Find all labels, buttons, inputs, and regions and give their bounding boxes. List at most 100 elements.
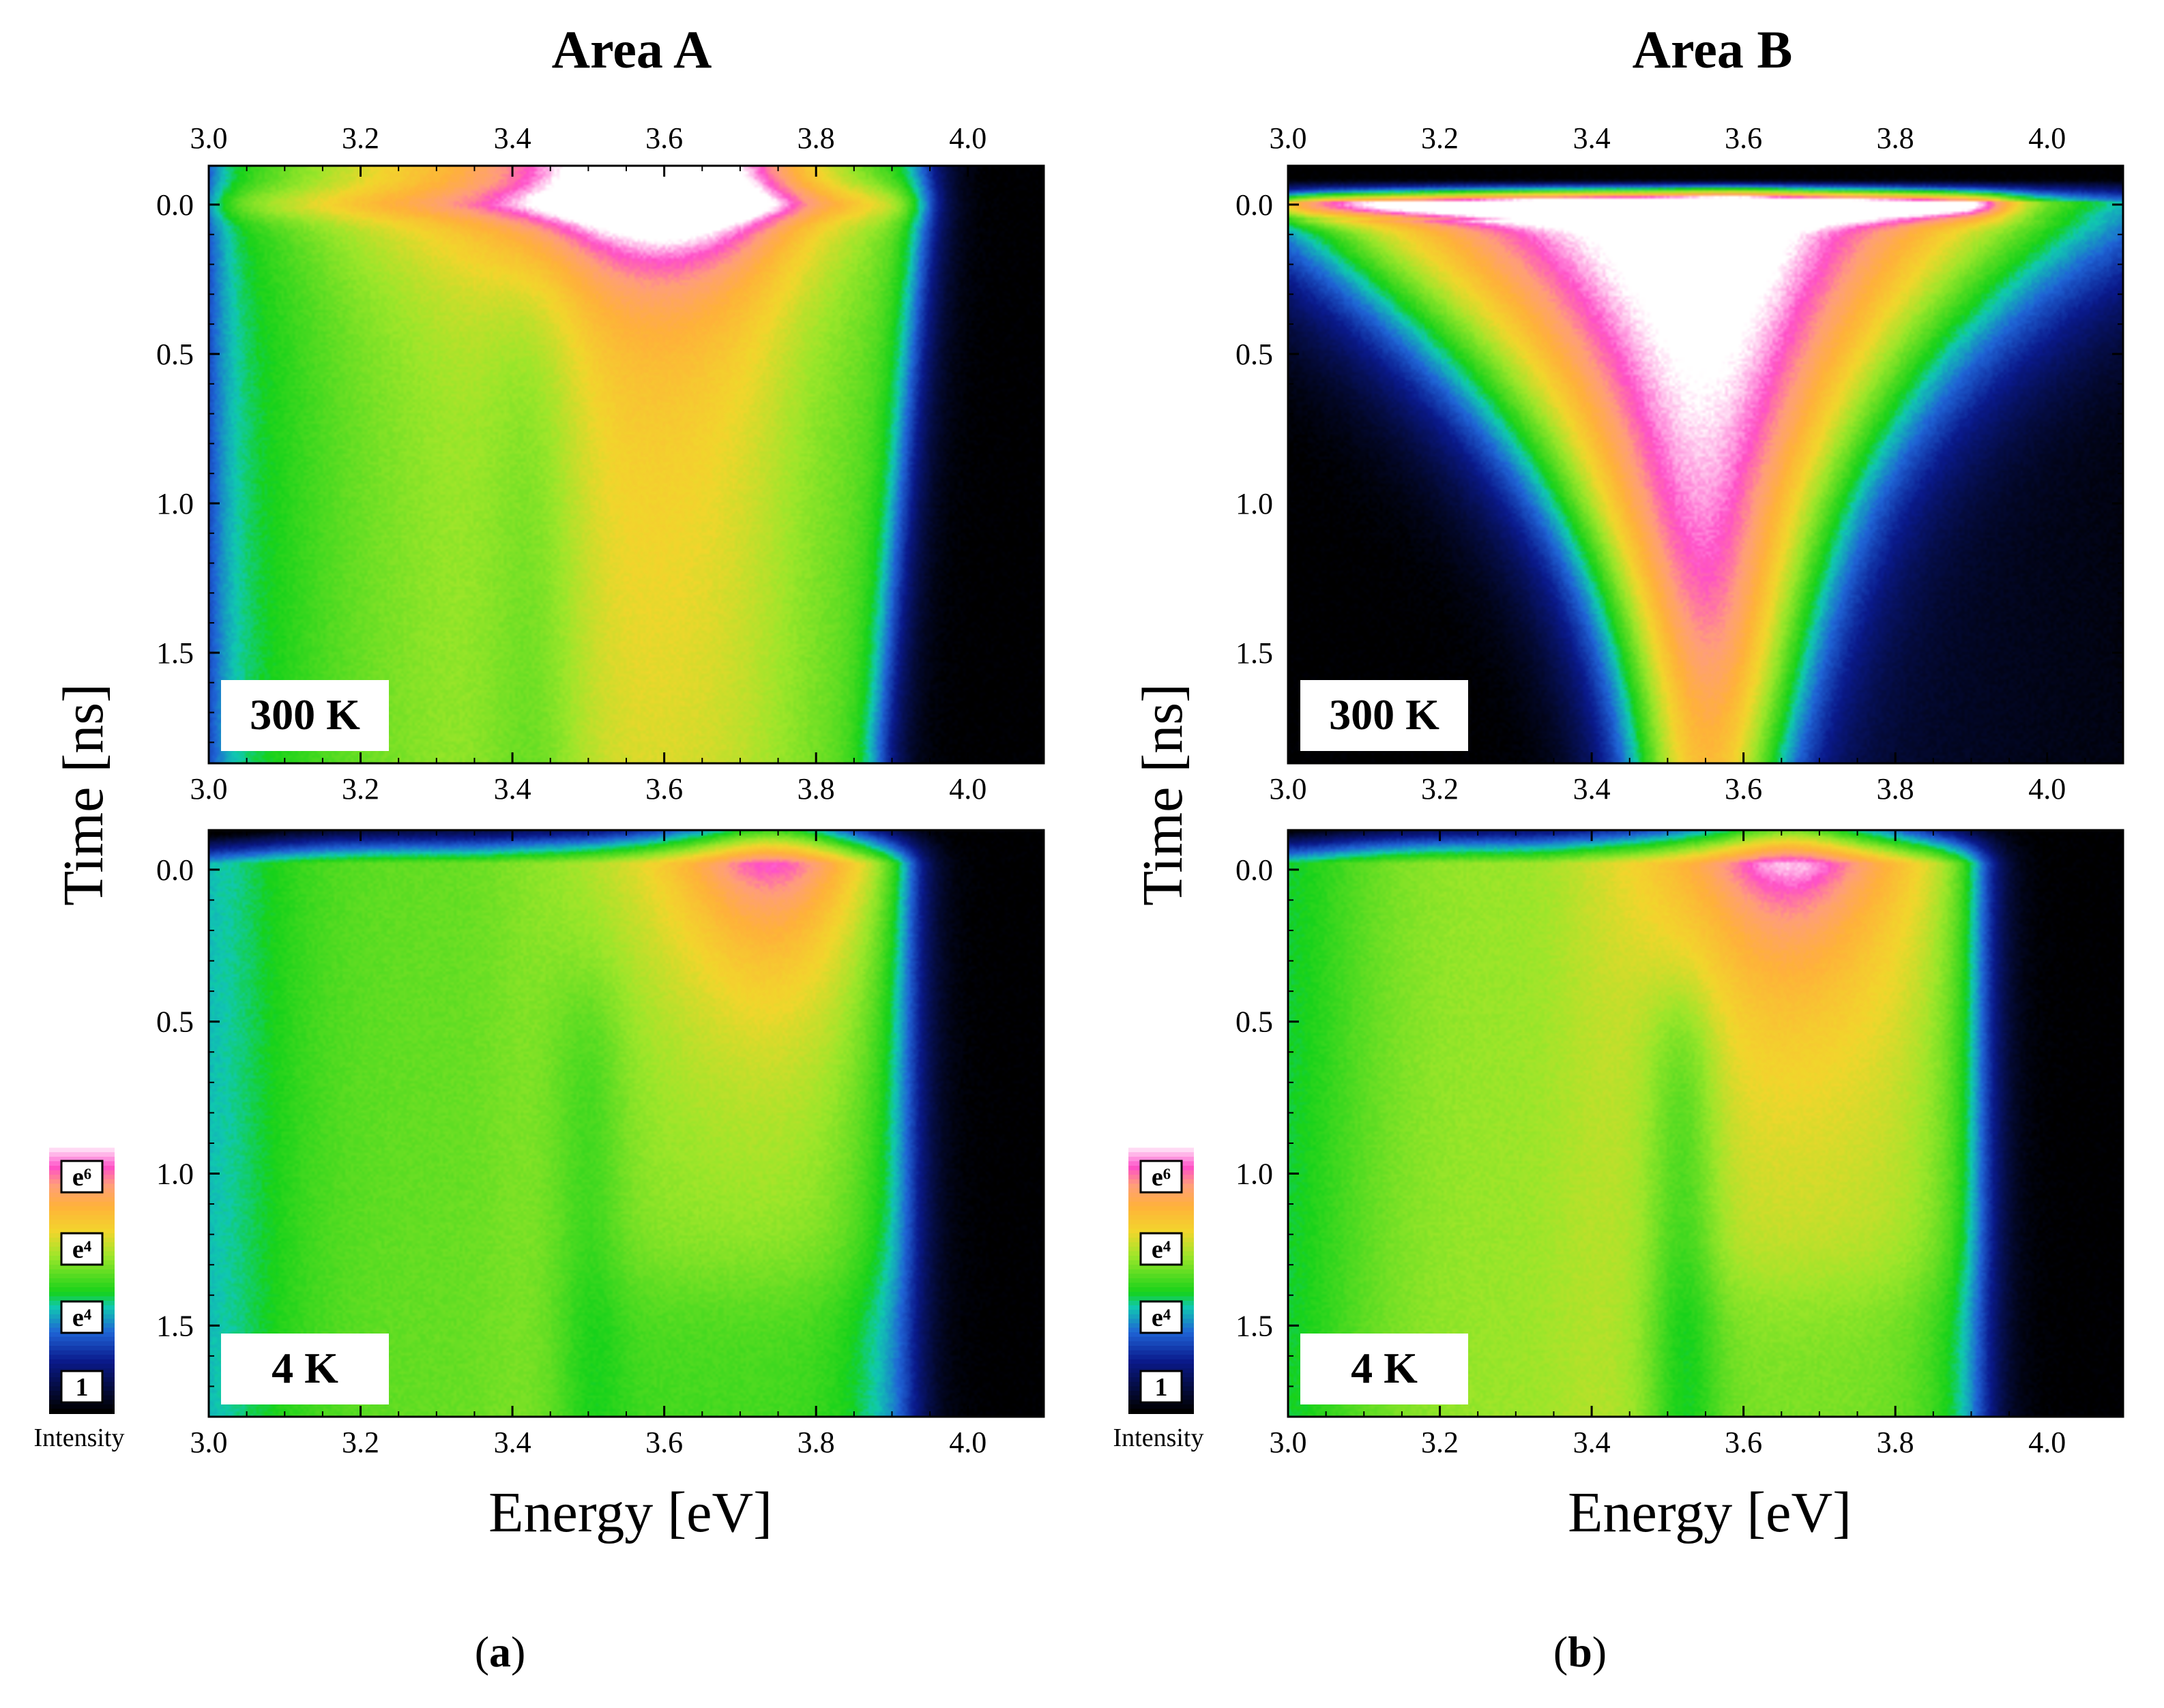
colorbar-segment: [1128, 1346, 1194, 1351]
colorbar-segment: [49, 1220, 115, 1225]
colorbar-segment: [49, 1202, 115, 1207]
x-tick-label: 3.2: [342, 1426, 379, 1459]
x-tick-label: 4.0: [2028, 1426, 2066, 1459]
y-tick-label: 0.5: [1235, 338, 1273, 371]
x-tick-label: 3.0: [190, 1426, 228, 1459]
colorbar-segment: [49, 1355, 115, 1360]
x-tick-label: 3.4: [494, 1426, 531, 1459]
x-tick-label: 3.2: [342, 772, 379, 806]
colorbar-segment: [1128, 1364, 1194, 1369]
x-tick-label-top: 3.4: [494, 121, 531, 155]
panel-A-300K: 3.0 3.0 3.2 3.2 3.4 3.4 3.6 3.6 3.8 3.8 4.0 4.0 0.0 0…: [156, 121, 1044, 806]
x-tick-label-top: 4.0: [949, 121, 986, 155]
x-axis-title: Energy [eV]: [488, 1481, 772, 1544]
colorbar-segment: [1128, 1206, 1194, 1211]
colorbar-tick-label: e⁴: [72, 1304, 92, 1332]
y-tick-label: 0.0: [156, 853, 194, 887]
colorbar-segment: [1128, 1287, 1194, 1293]
y-tick-label: 1.0: [156, 1158, 194, 1191]
colorbar-tick-label: e⁴: [1152, 1304, 1171, 1332]
y-tick-label: 1.5: [1235, 636, 1273, 670]
colorbar-segment: [49, 1346, 115, 1351]
colorbar-segment: [1128, 1269, 1194, 1275]
colorbar-segment: [1128, 1197, 1194, 1203]
colorbar-segment: [1128, 1148, 1194, 1153]
colorbar-tick-label: 1: [76, 1373, 89, 1402]
colorbar-title: Intensity: [34, 1424, 125, 1452]
y-tick-label: 0.0: [156, 188, 194, 222]
y-tick-label: 0.0: [1235, 188, 1273, 222]
x-tick-label-top: 3.6: [1725, 121, 1762, 155]
x-tick-label: 3.8: [798, 772, 835, 806]
colorbar-segment: [49, 1197, 115, 1203]
colorbar-segment: [1128, 1152, 1194, 1158]
colorbar-segment: [49, 1152, 115, 1158]
colorbar-segment: [49, 1404, 115, 1410]
colorbar-segment: [1128, 1202, 1194, 1207]
x-tick-label: 3.6: [1725, 772, 1762, 806]
colorbar-segment: [49, 1216, 115, 1221]
colorbar-tick-label: e⁴: [1152, 1235, 1171, 1264]
x-tick-label-top: 4.0: [2028, 121, 2066, 155]
colorbar-segment: [49, 1143, 115, 1149]
heatmap-image: [209, 166, 1044, 763]
x-tick-label: 3.4: [1573, 1426, 1611, 1459]
heatmap-image: [1288, 166, 2123, 763]
intensity-legend: 1 e⁴ e⁴ e⁶ Intensity: [1113, 1143, 1204, 1452]
temperature-label: 4 K: [272, 1344, 338, 1392]
x-tick-label: 4.0: [949, 772, 986, 806]
colorbar-segment: [1128, 1404, 1194, 1410]
colorbar-segment: [49, 1224, 115, 1230]
colorbar-segment: [49, 1206, 115, 1211]
colorbar-segment: [1128, 1220, 1194, 1225]
colorbar-segment: [49, 1364, 115, 1369]
x-tick-label-top: 3.4: [1573, 121, 1611, 155]
temperature-label: 300 K: [1329, 690, 1439, 739]
colorbar-segment: [1128, 1359, 1194, 1365]
x-tick-label: 3.8: [798, 1426, 835, 1459]
colorbar-segment: [49, 1351, 115, 1356]
colorbar-segment: [1128, 1292, 1194, 1297]
colorbar-segment: [1128, 1278, 1194, 1284]
colorbar-segment: [49, 1211, 115, 1216]
temperature-label: 4 K: [1351, 1344, 1418, 1392]
x-tick-label: 3.6: [1725, 1426, 1762, 1459]
y-tick-label: 1.5: [156, 1309, 194, 1342]
colorbar-segment: [49, 1409, 115, 1414]
colorbar-segment: [49, 1278, 115, 1284]
temperature-label: 300 K: [250, 690, 360, 739]
colorbar-segment: [1128, 1337, 1194, 1342]
y-axis-title: Time [ns]: [52, 683, 115, 906]
x-axis-title: Energy [eV]: [1568, 1481, 1852, 1544]
colorbar-segment: [49, 1269, 115, 1275]
colorbar-segment: [49, 1337, 115, 1342]
colorbar-segment: [1128, 1224, 1194, 1230]
colorbar-segment: [49, 1283, 115, 1289]
panel-label-b: (b): [1512, 1627, 1648, 1677]
y-tick-label: 0.5: [156, 338, 194, 371]
heatmap-image: [209, 830, 1044, 1417]
colorbar-segment: [1128, 1409, 1194, 1414]
colorbar-segment: [49, 1292, 115, 1297]
colorbar-tick-label: e⁴: [72, 1235, 92, 1264]
panel-B-300K: 3.03.03.23.23.43.43.63.63.83.84.04.00.00…: [1235, 121, 2123, 806]
colorbar-segment: [49, 1359, 115, 1365]
colorbar-tick-label: e⁶: [72, 1163, 91, 1192]
x-tick-label: 4.0: [949, 1426, 986, 1459]
colorbar-tick-label: 1: [1155, 1373, 1168, 1402]
x-tick-label-top: 3.6: [645, 121, 683, 155]
x-tick-label: 3.4: [1573, 772, 1611, 806]
x-tick-label-top: 3.0: [1270, 121, 1307, 155]
y-tick-label: 1.0: [156, 487, 194, 520]
colorbar-segment: [1128, 1211, 1194, 1216]
x-tick-label-top: 3.2: [342, 121, 379, 155]
x-tick-label: 3.0: [190, 772, 228, 806]
y-tick-label: 0.5: [1235, 1005, 1273, 1039]
x-tick-label: 3.0: [1270, 1426, 1307, 1459]
x-tick-label: 3.4: [494, 772, 531, 806]
x-tick-label-top: 3.8: [798, 121, 835, 155]
heatmap-image: [1288, 830, 2123, 1417]
colorbar-tick-label: e⁶: [1152, 1163, 1171, 1192]
panel-B-4K: 3.0 3.2 3.4 3.6 3.8 4.00.00.51.01.54 KEnergy …: [1235, 830, 2123, 1544]
colorbar-segment: [1128, 1216, 1194, 1221]
